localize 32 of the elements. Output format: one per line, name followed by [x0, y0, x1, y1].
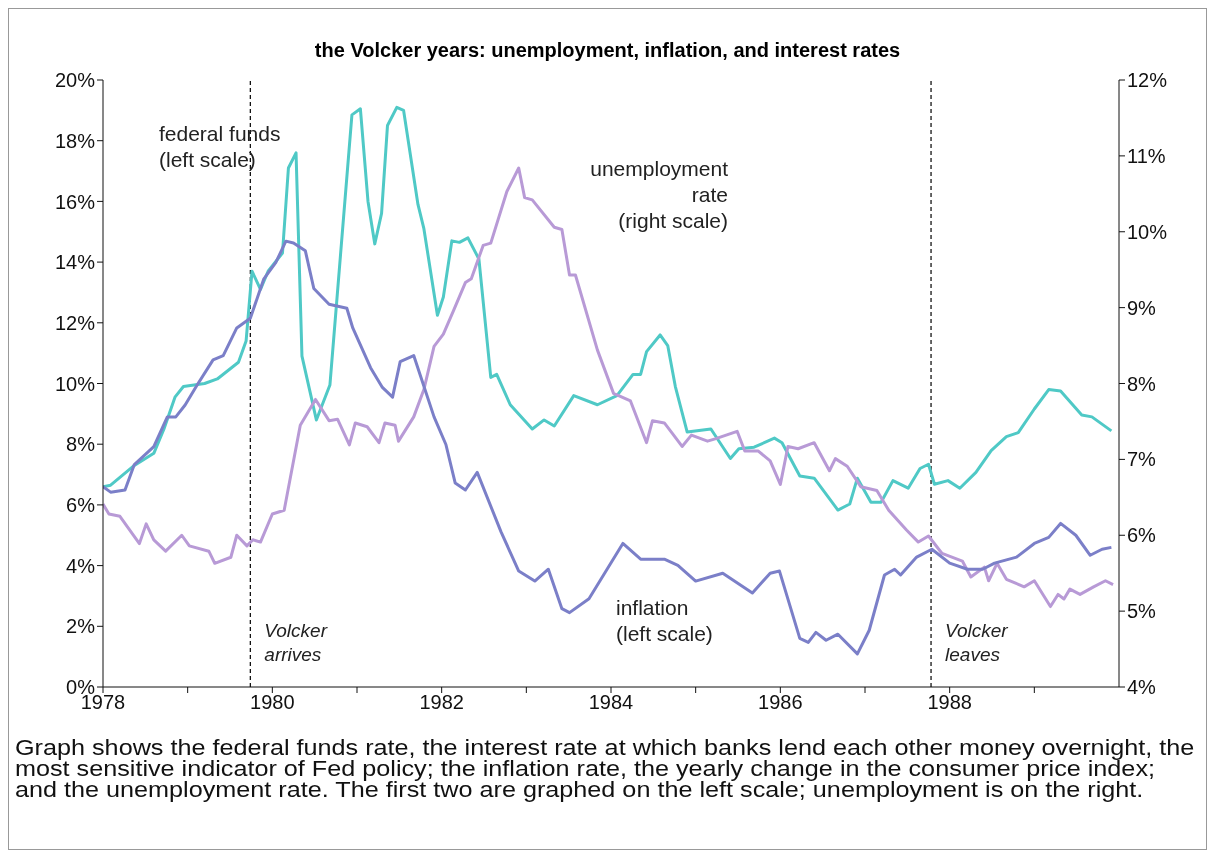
y2-tick-label: 10%	[1127, 220, 1168, 243]
chart-title: the Volcker years: unemployment, inflation, and interest rates	[313, 39, 902, 62]
y-tick-label: 16%	[54, 190, 96, 213]
y-tick-label: 14%	[54, 251, 96, 274]
y2-tick-label: 12%	[1127, 69, 1168, 92]
y2-tick-label: 6%	[1127, 524, 1157, 547]
x-tick-label: 1988	[927, 691, 972, 714]
series-label: inflation (left scale)	[616, 595, 713, 647]
y-tick-label: 6%	[66, 494, 96, 516]
y2-tick-label: 7%	[1127, 448, 1157, 471]
line-series	[103, 105, 1113, 512]
x-tick-label: 1982	[419, 691, 464, 714]
ref-line-label: Volcker arrives	[264, 620, 328, 665]
ref-line-label: Volcker leaves	[945, 620, 1009, 665]
y2-tick-label: 4%	[1127, 676, 1157, 699]
y2-tick-label: 8%	[1127, 372, 1157, 395]
x-tick-label: 1986	[758, 691, 803, 714]
series-label: federal funds (left scale)	[159, 121, 281, 173]
series-label: unemployment rate (right scale)	[590, 156, 728, 234]
y-tick-label: 20%	[54, 69, 96, 92]
x-tick-label: 1984	[588, 691, 634, 714]
y-tick-label: 2%	[66, 615, 96, 638]
text: Graph shows the federal funds rate, the interest rate at which banks lend each other money overnight, the most sensitive indicator of Fed policy; the inflation rate, the yearly change in the consumer price index; and the unemployment rate. The first two are graphed on the left scale; unemployment is on the right.	[15, 735, 1196, 802]
y2-tick-label: 5%	[1127, 600, 1157, 623]
y-tick-label: 12%	[54, 311, 96, 334]
y-tick-label: 18%	[54, 129, 96, 152]
y-tick-label: 4%	[66, 554, 96, 577]
x-tick-label: 1980	[250, 691, 295, 714]
y-tick-label: 10%	[54, 372, 96, 395]
y2-tick-label: 11%	[1127, 144, 1166, 167]
y-tick-label: 8%	[66, 433, 96, 456]
y2-tick-label: 9%	[1127, 296, 1157, 319]
